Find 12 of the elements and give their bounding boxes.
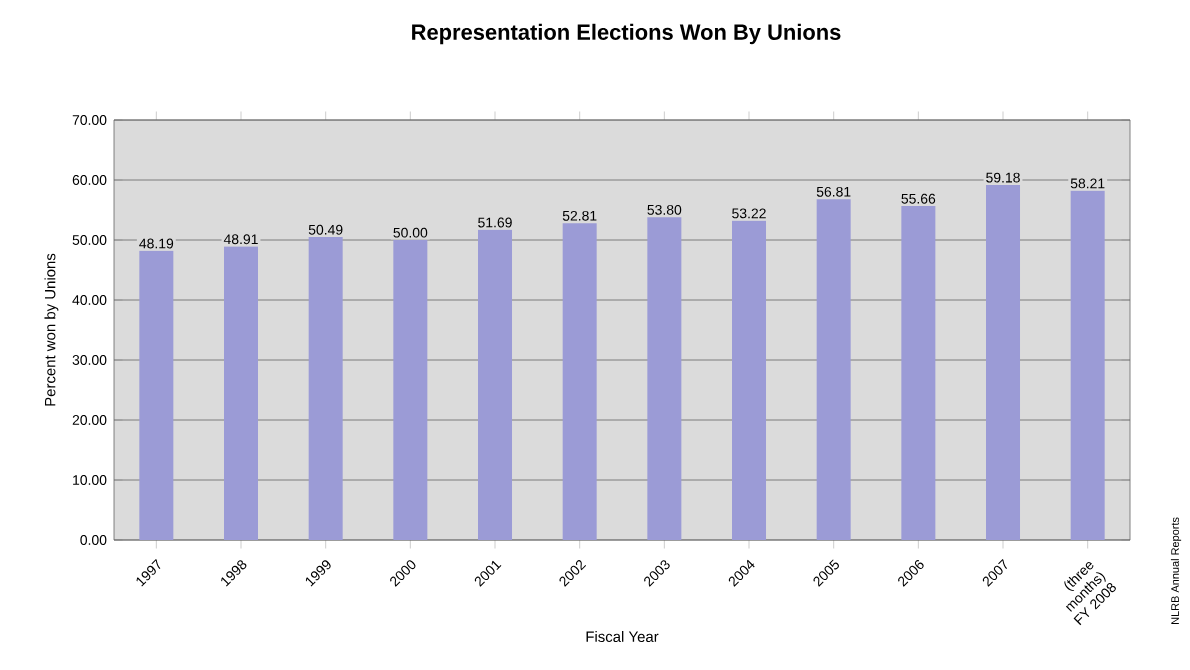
bar [986,184,1021,540]
bar [393,240,428,540]
bar [139,250,174,540]
bar [1070,190,1105,540]
bar [562,223,597,540]
bar [308,237,343,540]
bar [732,220,767,540]
bar [647,217,682,540]
chart-title: Representation Elections Won By Unions [412,23,841,45]
bar [901,206,936,540]
bar [816,199,851,540]
bar [478,229,513,540]
